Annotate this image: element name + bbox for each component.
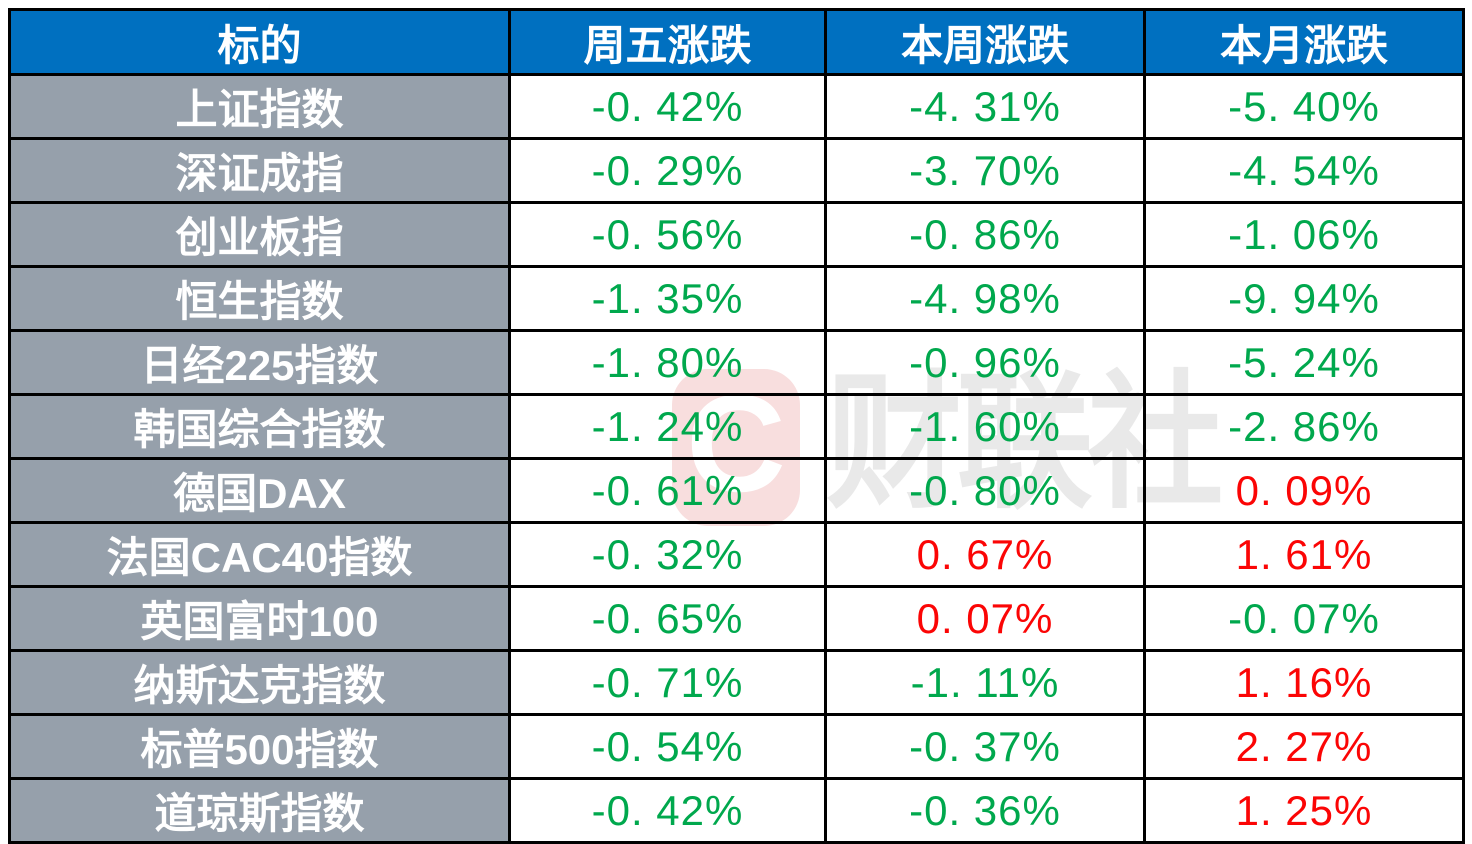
header-row: 标的 周五涨跌 本周涨跌 本月涨跌 xyxy=(8,8,1465,76)
change-value: -0. 07% xyxy=(1143,585,1465,652)
table-row: 德国DAX -0. 61% -0. 80% 0. 09% xyxy=(8,457,1465,524)
page: C 财联社 标的 周五涨跌 本周涨跌 本月涨跌 上证指数 -0. 42% -4. 3… xyxy=(8,8,1465,844)
index-name: 法国CAC40指数 xyxy=(8,521,511,588)
change-value: -1. 24% xyxy=(508,393,827,460)
change-value: -0. 29% xyxy=(508,137,827,204)
change-value: -0. 96% xyxy=(824,329,1146,396)
change-value: -0. 42% xyxy=(508,777,827,844)
change-value: -0. 65% xyxy=(508,585,827,652)
change-value: -9. 94% xyxy=(1143,265,1465,332)
table-row: 道琼斯指数 -0. 42% -0. 36% 1. 25% xyxy=(8,777,1465,844)
col-header-friday-change: 周五涨跌 xyxy=(508,8,827,76)
change-value: -0. 37% xyxy=(824,713,1146,780)
table-row: 法国CAC40指数 -0. 32% 0. 67% 1. 61% xyxy=(8,521,1465,588)
market-index-table: 标的 周五涨跌 本周涨跌 本月涨跌 上证指数 -0. 42% -4. 31% -5. … xyxy=(8,8,1465,844)
change-value: -0. 61% xyxy=(508,457,827,524)
index-name: 深证成指 xyxy=(8,137,511,204)
index-name: 恒生指数 xyxy=(8,265,511,332)
index-name: 创业板指 xyxy=(8,201,511,268)
change-value: -1. 35% xyxy=(508,265,827,332)
change-value: 0. 09% xyxy=(1143,457,1465,524)
col-header-target: 标的 xyxy=(8,8,511,76)
table-row: 深证成指 -0. 29% -3. 70% -4. 54% xyxy=(8,137,1465,204)
change-value: 0. 67% xyxy=(824,521,1146,588)
change-value: -0. 86% xyxy=(824,201,1146,268)
table-row: 韩国综合指数 -1. 24% -1. 60% -2. 86% xyxy=(8,393,1465,460)
index-name: 上证指数 xyxy=(8,73,511,140)
change-value: 1. 16% xyxy=(1143,649,1465,716)
change-value: -4. 98% xyxy=(824,265,1146,332)
index-name: 韩国综合指数 xyxy=(8,393,511,460)
change-value: -0. 54% xyxy=(508,713,827,780)
table-row: 上证指数 -0. 42% -4. 31% -5. 40% xyxy=(8,73,1465,140)
table-row: 标普500指数 -0. 54% -0. 37% 2. 27% xyxy=(8,713,1465,780)
change-value: -0. 80% xyxy=(824,457,1146,524)
change-value: -1. 11% xyxy=(824,649,1146,716)
index-name: 英国富时100 xyxy=(8,585,511,652)
change-value: 1. 61% xyxy=(1143,521,1465,588)
change-value: -0. 32% xyxy=(508,521,827,588)
change-value: -0. 56% xyxy=(508,201,827,268)
change-value: 0. 07% xyxy=(824,585,1146,652)
change-value: 2. 27% xyxy=(1143,713,1465,780)
index-name: 标普500指数 xyxy=(8,713,511,780)
change-value: -3. 70% xyxy=(824,137,1146,204)
change-value: -0. 42% xyxy=(508,73,827,140)
table-row: 恒生指数 -1. 35% -4. 98% -9. 94% xyxy=(8,265,1465,332)
index-name: 日经225指数 xyxy=(8,329,511,396)
change-value: -1. 60% xyxy=(824,393,1146,460)
change-value: -4. 54% xyxy=(1143,137,1465,204)
change-value: -1. 80% xyxy=(508,329,827,396)
change-value: 1. 25% xyxy=(1143,777,1465,844)
change-value: -2. 86% xyxy=(1143,393,1465,460)
change-value: -5. 24% xyxy=(1143,329,1465,396)
table-row: 日经225指数 -1. 80% -0. 96% -5. 24% xyxy=(8,329,1465,396)
table-row: 创业板指 -0. 56% -0. 86% -1. 06% xyxy=(8,201,1465,268)
index-name: 纳斯达克指数 xyxy=(8,649,511,716)
table-row: 纳斯达克指数 -0. 71% -1. 11% 1. 16% xyxy=(8,649,1465,716)
change-value: -5. 40% xyxy=(1143,73,1465,140)
col-header-month-change: 本月涨跌 xyxy=(1143,8,1465,76)
change-value: -4. 31% xyxy=(824,73,1146,140)
index-name: 道琼斯指数 xyxy=(8,777,511,844)
change-value: -0. 71% xyxy=(508,649,827,716)
change-value: -0. 36% xyxy=(824,777,1146,844)
table-row: 英国富时100 -0. 65% 0. 07% -0. 07% xyxy=(8,585,1465,652)
index-name: 德国DAX xyxy=(8,457,511,524)
change-value: -1. 06% xyxy=(1143,201,1465,268)
col-header-week-change: 本周涨跌 xyxy=(824,8,1146,76)
